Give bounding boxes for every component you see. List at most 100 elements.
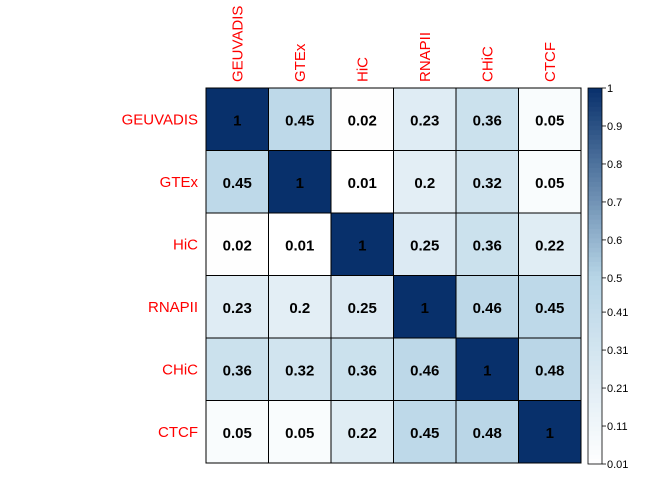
colorbar-segment [588, 290, 602, 296]
cell-value-label: 0.36 [348, 362, 377, 379]
colorbar-segment [588, 139, 602, 145]
colorbar-tick-label: 0.41 [607, 307, 628, 319]
colorbar-segment [588, 407, 602, 413]
cell-value-label: 0.05 [285, 425, 314, 442]
colorbar-segment [588, 374, 602, 380]
cell-value-label: 1 [233, 112, 241, 129]
cell-value-label: 0.02 [348, 112, 377, 129]
colorbar-segment [588, 440, 602, 446]
colorbar-segment [588, 252, 602, 258]
colorbar-segment [588, 229, 602, 235]
heatmap-cell [205, 337, 269, 401]
colorbar-segment [588, 379, 602, 385]
heatmap-cell [518, 400, 582, 464]
cell-value-label: 0.45 [410, 425, 439, 442]
cell-value-label: 0.48 [535, 362, 564, 379]
heatmap-cell [330, 275, 394, 339]
colorbar-segment [588, 449, 602, 456]
cell-value-label: 0.05 [535, 175, 564, 192]
heatmap-cell [268, 212, 332, 276]
cell-value-label: 0.48 [473, 425, 502, 442]
heatmap-cell [330, 87, 394, 151]
colorbar-segment [588, 370, 602, 376]
colorbar-segment [588, 102, 602, 108]
cell-value-label: 0.01 [348, 175, 377, 192]
colorbar-segment [588, 172, 602, 178]
cell-value-label: 0.25 [410, 237, 439, 254]
heatmap-cell [393, 275, 457, 339]
colorbar-tick-label: 0.9 [607, 121, 622, 133]
colorbar-segment [588, 280, 602, 286]
colorbar-segment [588, 318, 602, 324]
colorbar-segment [588, 97, 602, 103]
colorbar-segment [588, 92, 602, 98]
colorbar-segment [588, 219, 602, 225]
colorbar-tick-label: 0.11 [607, 421, 628, 433]
colorbar-segment [588, 224, 602, 230]
heatmap-cell [393, 87, 457, 151]
heatmap-cell [268, 275, 332, 339]
colorbar-segment [588, 111, 602, 117]
heatmap-cell [518, 337, 582, 401]
colorbar-segment [588, 271, 602, 277]
cell-value-label: 1 [296, 175, 304, 192]
heatmap-cell [205, 87, 269, 151]
colorbar-segment [588, 308, 602, 315]
colorbar-segment [588, 426, 602, 432]
column-label: CHiC [479, 46, 496, 82]
cell-value-label: 0.36 [473, 237, 502, 254]
colorbar-tick-label: 0.7 [607, 197, 622, 209]
colorbar-segment [588, 337, 602, 343]
heatmap-cell [518, 87, 582, 151]
heatmap-cell [268, 150, 332, 214]
colorbar-segment [588, 323, 602, 329]
colorbar-segment [588, 327, 602, 333]
cell-values: 1 0.45 0.02 0.23 0.36 0.05 0.45 1 0.01 0.2 0.32 0.0… [223, 112, 565, 442]
heatmap-cell [518, 212, 582, 276]
colorbar-segment [588, 163, 602, 169]
colorbar-segment [588, 257, 602, 263]
colorbar-segment [588, 88, 602, 94]
cell-value-label: 1 [358, 237, 366, 254]
colorbar-segment [588, 158, 602, 164]
colorbar-segment [588, 120, 602, 127]
colorbar-segment [588, 106, 602, 113]
cell-value-label: 1 [483, 362, 491, 379]
colorbar-segment [588, 135, 602, 141]
colorbar-segment [588, 346, 602, 352]
heatmap-cell [393, 400, 457, 464]
cell-value-label: 0.46 [410, 362, 439, 379]
heatmap-cell [205, 275, 269, 339]
colorbar-segment [588, 214, 602, 221]
colorbar-segment [588, 210, 602, 216]
cell-value-label: 0.45 [285, 112, 314, 129]
cell-value-label: 0.22 [535, 237, 564, 254]
colorbar-segment [588, 459, 602, 465]
colorbar-segment [588, 191, 602, 197]
cell-value-label: 0.45 [223, 175, 252, 192]
colorbar-tick-label: 0.6 [607, 235, 622, 247]
colorbar-segment [588, 130, 602, 136]
heatmap-cell [393, 337, 457, 401]
column-label: CTCF [542, 42, 559, 82]
row-label: HiC [173, 236, 198, 253]
heatmap-cell [455, 400, 519, 464]
cell-value-label: 0.05 [535, 112, 564, 129]
colorbar-segment [588, 421, 602, 427]
colorbar-segment [588, 454, 602, 460]
row-label: RNAPII [148, 299, 198, 316]
colorbar-segment [588, 200, 602, 207]
colorbar-segment [588, 186, 602, 192]
cell-value-label: 0.45 [535, 300, 564, 317]
colorbar-tick-label: 0.5 [607, 273, 622, 285]
cell-value-label: 0.02 [223, 237, 252, 254]
row-label: CTCF [158, 424, 198, 441]
cell-value-label: 0.32 [285, 362, 314, 379]
colorbar-segment [588, 365, 602, 371]
cell-value-label: 0.01 [285, 237, 314, 254]
heatmap-cell [455, 337, 519, 401]
colorbar-segment [588, 196, 602, 202]
heatmap-cells [205, 87, 582, 464]
colorbar-segment [588, 149, 602, 155]
